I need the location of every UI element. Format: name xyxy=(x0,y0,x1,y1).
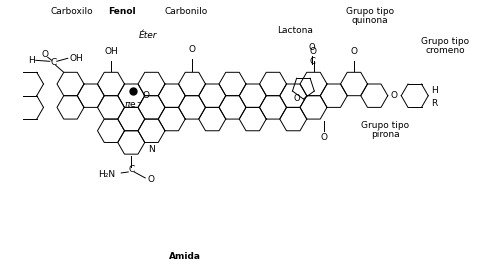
Text: O: O xyxy=(189,45,195,54)
Text: H₂N: H₂N xyxy=(98,170,115,179)
Text: O: O xyxy=(350,47,358,57)
Text: pirona: pirona xyxy=(371,130,399,139)
Text: N: N xyxy=(148,145,155,154)
Text: Éter: Éter xyxy=(139,31,157,40)
Text: cromeno: cromeno xyxy=(425,46,465,55)
Text: Carboxilo: Carboxilo xyxy=(51,7,93,16)
Text: C: C xyxy=(50,58,57,67)
Text: O: O xyxy=(320,133,327,142)
Text: Fenol: Fenol xyxy=(108,7,136,16)
Text: Carbonilo: Carbonilo xyxy=(164,7,208,16)
Text: Grupo tipo: Grupo tipo xyxy=(346,7,394,16)
Text: OH: OH xyxy=(104,47,118,57)
Text: Amida: Amida xyxy=(169,252,201,261)
Text: O: O xyxy=(310,47,317,57)
Text: Grupo tipo: Grupo tipo xyxy=(361,121,409,130)
Text: O: O xyxy=(41,50,48,59)
Text: R: R xyxy=(431,99,437,108)
Text: $\pi$e$^-$: $\pi$e$^-$ xyxy=(124,101,143,110)
Text: O: O xyxy=(147,175,154,184)
Text: O: O xyxy=(391,91,398,100)
Text: Grupo tipo: Grupo tipo xyxy=(421,37,469,46)
Text: H: H xyxy=(431,86,438,95)
Text: H: H xyxy=(28,56,35,65)
Text: O: O xyxy=(309,43,315,52)
Text: O: O xyxy=(294,95,300,104)
Text: OH: OH xyxy=(70,54,84,63)
Text: quinona: quinona xyxy=(352,16,388,25)
Text: Lactona: Lactona xyxy=(277,26,313,35)
Text: C: C xyxy=(128,165,134,174)
Text: O: O xyxy=(142,91,149,100)
Text: C: C xyxy=(309,57,315,66)
